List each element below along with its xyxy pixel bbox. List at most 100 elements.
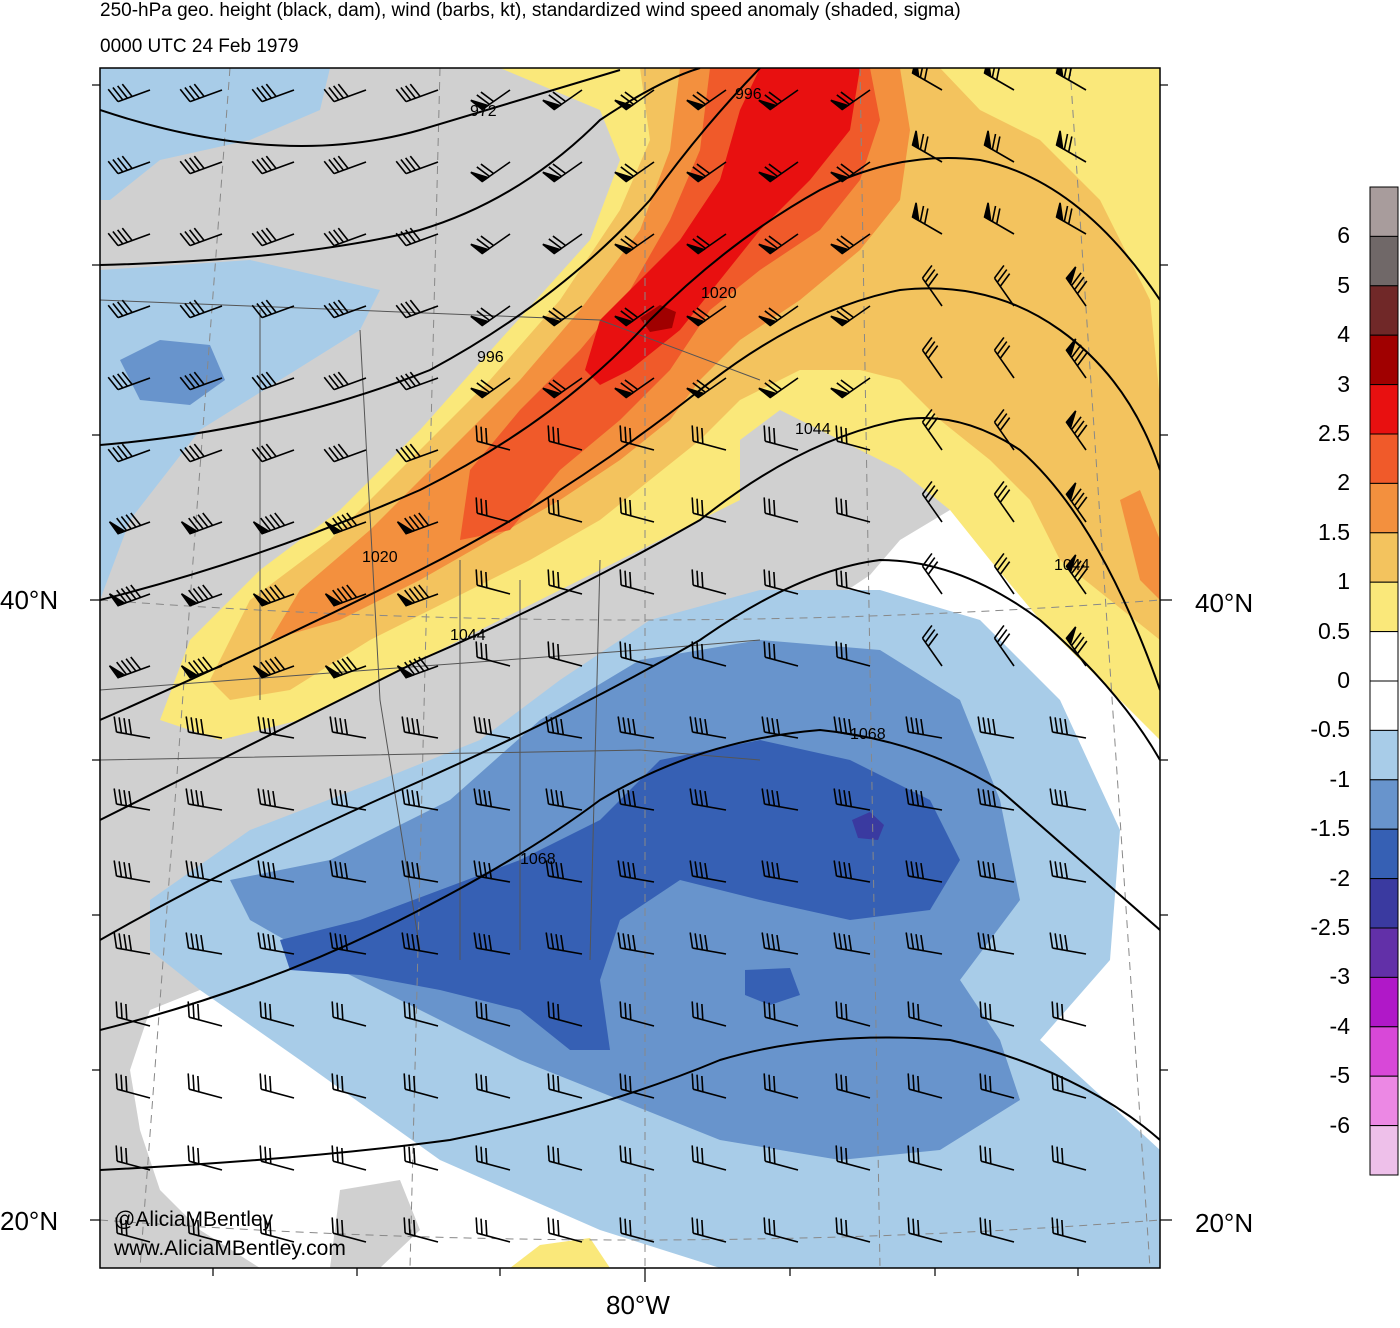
wind-barb [835, 1073, 871, 1099]
wind-barb [107, 443, 151, 463]
wind-barb [758, 161, 799, 183]
neg-mid-region-west [120, 340, 225, 405]
colorbar-box [1369, 878, 1399, 929]
wind-barb [1049, 932, 1087, 955]
wind-barb [547, 569, 583, 595]
wind-barb [470, 161, 511, 183]
wind-barb [108, 512, 151, 535]
wind-barb [547, 1073, 583, 1099]
wind-barb [470, 377, 511, 399]
wind-barb [180, 656, 223, 679]
wind-barb [993, 624, 1015, 667]
wind-barb [619, 1145, 655, 1171]
wind-barb [614, 161, 655, 183]
wind-barb [251, 227, 295, 247]
wind-barb [403, 1145, 439, 1171]
wind-barb [1065, 626, 1088, 667]
wind-barb [475, 425, 511, 451]
colorbar-label: -1 [1329, 765, 1350, 792]
wind-barb [179, 83, 223, 103]
wind-barb [185, 788, 223, 811]
wind-barb [691, 1073, 727, 1099]
wind-barb [763, 1073, 799, 1099]
wind-barb [547, 425, 583, 451]
wind-barb [691, 1145, 727, 1171]
wind-barb [107, 155, 151, 175]
neg-light-region-northwest [100, 68, 330, 200]
wind-barb [251, 371, 295, 391]
wind-barb [1065, 338, 1088, 379]
wind-barb [473, 716, 511, 739]
wind-barb [686, 305, 727, 327]
wind-barb [1065, 410, 1088, 451]
colorbar-box [1369, 186, 1399, 237]
wind-barb [763, 1145, 799, 1171]
wind-barb [251, 443, 295, 463]
wind-barb [691, 497, 727, 523]
wind-barb [252, 584, 295, 607]
neg-darker-spot [852, 812, 884, 840]
wind-barb [835, 1145, 871, 1171]
wind-barb [830, 305, 871, 327]
wind-barb [761, 716, 799, 739]
wind-barb [835, 1217, 871, 1243]
wind-barb [401, 788, 439, 811]
land-yucatan [330, 1180, 420, 1268]
wind-barb [758, 377, 799, 399]
wind-barb [977, 932, 1015, 955]
wind-barb [107, 83, 151, 103]
wind-barb [331, 1217, 367, 1243]
wind-barb [257, 716, 295, 739]
wind-barb [545, 716, 583, 739]
wind-barb [259, 1001, 295, 1027]
wind-barb [475, 1145, 511, 1171]
wind-barb [921, 480, 943, 523]
wind-barb [395, 443, 439, 463]
colorbar-box [1369, 285, 1399, 336]
wind-barb [395, 299, 439, 319]
wind-barb [395, 227, 439, 247]
wind-barb [1065, 554, 1088, 595]
colorbar-box [1369, 482, 1399, 534]
wind-barb [179, 371, 223, 391]
wind-barb [617, 716, 655, 739]
colorbar-label: -0.5 [1310, 716, 1350, 743]
wind-barb [835, 425, 871, 451]
wind-barb [835, 641, 871, 667]
wind-barb [763, 425, 799, 451]
wind-barb [691, 425, 727, 451]
colorbar-box [1369, 631, 1399, 682]
wind-barb [396, 584, 439, 607]
wind-barb [1065, 482, 1088, 523]
wind-barb [179, 155, 223, 175]
wind-barb [921, 408, 943, 451]
wind-barb [619, 1217, 655, 1243]
wind-barb [691, 1001, 727, 1027]
wind-barb [107, 371, 151, 391]
wind-barb [547, 1001, 583, 1027]
wind-barb [1051, 1001, 1087, 1027]
credit-handle: @AliciaMBentley [114, 1208, 274, 1231]
colorbar-label: 2 [1337, 469, 1350, 496]
wind-barb [329, 860, 367, 883]
colorbar-label: -2 [1329, 864, 1350, 891]
wind-barb [475, 1073, 511, 1099]
contour-label: 972 [470, 103, 497, 120]
wind-barb [187, 1073, 223, 1099]
wind-barb [185, 932, 223, 955]
wind-barb [329, 716, 367, 739]
wind-barb [979, 1217, 1015, 1243]
height-contours [100, 68, 1160, 1171]
wind-barb [905, 716, 943, 739]
colorbar-box [1369, 1026, 1399, 1077]
wind-barb [180, 512, 223, 535]
pos-darkred-spot [640, 305, 676, 332]
wind-barb [547, 641, 583, 667]
wind-barb [911, 130, 943, 163]
wind-barb [1065, 266, 1088, 307]
lat-label-40n-right: 40°N [1195, 588, 1254, 618]
wind-barb [115, 1145, 151, 1171]
wind-barb [921, 264, 943, 307]
wind-barb [614, 377, 655, 399]
colorbar-box [1369, 433, 1399, 484]
